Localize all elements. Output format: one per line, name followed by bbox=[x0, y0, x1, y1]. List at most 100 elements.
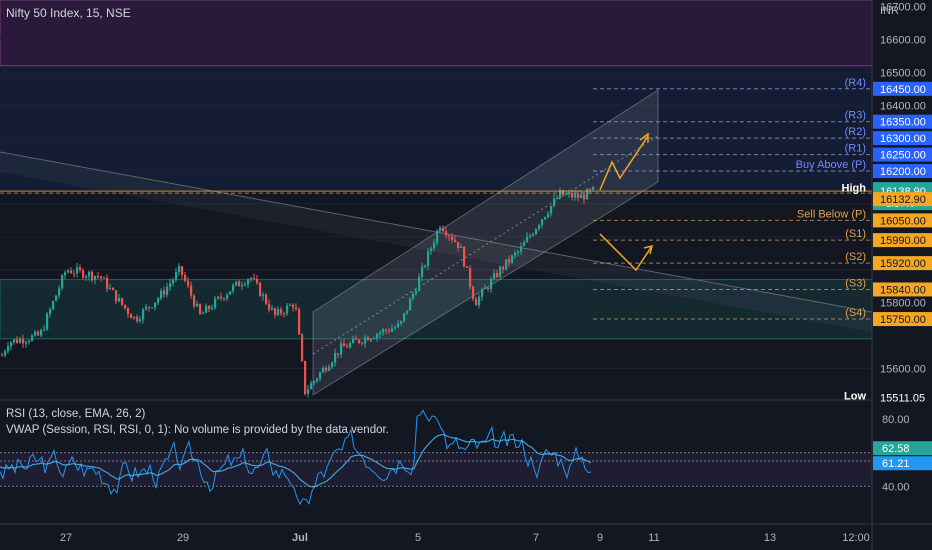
zones-layer bbox=[0, 0, 873, 340]
candle-body bbox=[379, 332, 382, 335]
candle-body bbox=[244, 284, 247, 286]
candle-body bbox=[4, 351, 7, 356]
candle-body bbox=[274, 308, 277, 315]
level-badge-bg bbox=[873, 282, 932, 297]
level-label: (S4) bbox=[845, 307, 866, 319]
candle-body bbox=[211, 307, 214, 309]
candle-body bbox=[124, 304, 127, 309]
candle-body bbox=[487, 287, 490, 290]
rsi-line bbox=[0, 409, 592, 506]
candle-body bbox=[325, 367, 328, 371]
candle-body bbox=[172, 279, 175, 284]
time-tick: 13 bbox=[764, 532, 776, 544]
level-badge-bg bbox=[873, 233, 932, 248]
rsi-current: 62.58 bbox=[882, 443, 910, 455]
level-badge: 15750.00 bbox=[880, 314, 926, 326]
low-label: Low bbox=[844, 391, 866, 403]
candle-body bbox=[112, 287, 115, 291]
candle-body bbox=[430, 248, 433, 252]
candle-body bbox=[388, 330, 391, 332]
price-tick: 15800.00 bbox=[880, 298, 926, 310]
level-label: (S2) bbox=[845, 251, 866, 263]
candle-body bbox=[160, 290, 163, 299]
candle-body bbox=[46, 314, 49, 330]
level-badge-bg bbox=[873, 81, 932, 96]
price-tick: 16600.00 bbox=[880, 34, 926, 46]
channel-midline bbox=[312, 135, 659, 355]
candle-body bbox=[409, 298, 412, 311]
candle-body bbox=[475, 298, 478, 306]
candle-body bbox=[208, 305, 211, 309]
rsi-signal-bg bbox=[873, 456, 932, 471]
time-tick: 12:00 bbox=[842, 532, 870, 544]
candle-body bbox=[253, 277, 256, 279]
time-tick: 27 bbox=[60, 532, 72, 544]
low-badge-bg bbox=[873, 390, 932, 405]
candle-body bbox=[181, 266, 184, 275]
candle-body bbox=[193, 295, 196, 307]
time-tick: 7 bbox=[533, 532, 539, 544]
price-tick: 16500.00 bbox=[880, 67, 926, 79]
candle-body bbox=[310, 382, 313, 390]
vwap-legend: VWAP (Session, RSI, RSI, 0, 1): No volum… bbox=[6, 424, 389, 436]
candle-body bbox=[415, 290, 418, 294]
candle-body bbox=[304, 360, 307, 394]
pivot-badge: 16132.90 bbox=[880, 194, 926, 206]
candle-body bbox=[205, 305, 208, 313]
candle-body bbox=[226, 294, 229, 299]
level-badge: 16050.00 bbox=[880, 215, 926, 227]
candle-body bbox=[478, 296, 481, 306]
candle-body bbox=[94, 275, 97, 280]
candle-body bbox=[559, 190, 562, 199]
price-tick: 15600.00 bbox=[880, 363, 926, 375]
candle-body bbox=[406, 310, 409, 314]
candle-body bbox=[223, 298, 226, 300]
candle-body bbox=[367, 337, 370, 341]
candle-body bbox=[523, 242, 526, 247]
candle-body bbox=[418, 276, 421, 291]
candle-body bbox=[103, 277, 106, 279]
candle-body bbox=[316, 378, 319, 381]
candle-body bbox=[100, 276, 103, 278]
level-badge-bg bbox=[873, 131, 932, 146]
rsi-signal: 61.21 bbox=[882, 458, 910, 470]
candle-body bbox=[499, 266, 502, 277]
candle-body bbox=[145, 306, 148, 310]
candle-body bbox=[70, 270, 73, 274]
candle-body bbox=[550, 205, 553, 214]
candle-body bbox=[262, 294, 265, 297]
candle-body bbox=[547, 213, 550, 217]
candle-body bbox=[10, 342, 13, 347]
time-tick: 9 bbox=[597, 532, 603, 544]
candle-body bbox=[583, 194, 586, 200]
candle-body bbox=[292, 304, 295, 308]
candle-body bbox=[481, 288, 484, 297]
candle-body bbox=[61, 275, 64, 289]
candle-body bbox=[544, 216, 547, 220]
candle-body bbox=[187, 280, 190, 286]
candle-body bbox=[232, 285, 235, 292]
candle-body bbox=[25, 342, 28, 344]
candle-body bbox=[241, 285, 244, 287]
candle-body bbox=[64, 272, 67, 276]
level-label: (R3) bbox=[845, 110, 866, 122]
candle-body bbox=[82, 269, 85, 278]
level-label: (R1) bbox=[845, 143, 866, 155]
rsi-value-bg bbox=[873, 441, 932, 456]
candle-body bbox=[190, 285, 193, 296]
time-tick: 11 bbox=[648, 532, 659, 544]
candle-body bbox=[28, 340, 31, 343]
candle-body bbox=[577, 194, 580, 199]
candle-body bbox=[289, 304, 292, 306]
price-tick: 16700.00 bbox=[880, 2, 926, 14]
candle-body bbox=[196, 304, 199, 307]
candle-body bbox=[175, 272, 178, 280]
candle-body bbox=[130, 314, 133, 319]
level-badge: 15840.00 bbox=[880, 284, 926, 296]
candle-body bbox=[322, 367, 325, 373]
level-badge-bg bbox=[873, 256, 932, 271]
candle-body bbox=[91, 271, 94, 280]
candle-body bbox=[349, 342, 352, 348]
time-tick: 5 bbox=[415, 532, 421, 544]
